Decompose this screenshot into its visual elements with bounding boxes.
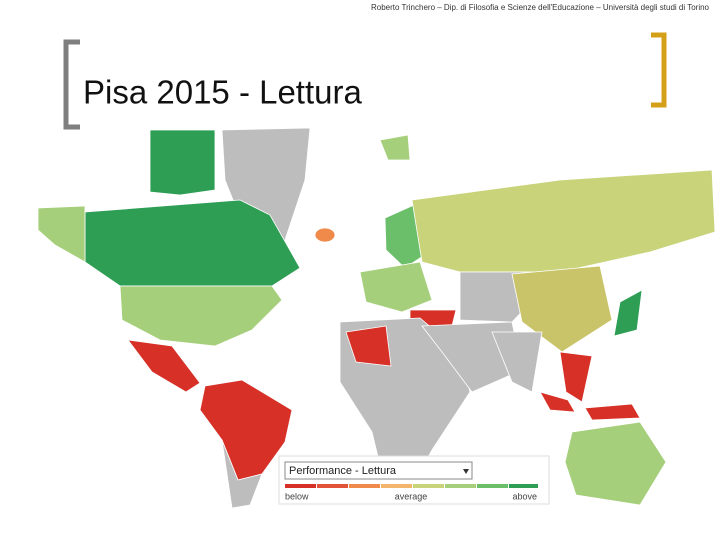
dropdown-label: Performance - Lettura: [289, 465, 397, 477]
world-map: [37, 127, 716, 509]
arctic-canada: [149, 129, 216, 196]
left-bracket: [63, 39, 80, 130]
japan: [613, 289, 643, 337]
argentina-chile: [221, 439, 263, 509]
legend-high: above: [512, 491, 537, 501]
scale-step: [285, 484, 316, 488]
iceland: [314, 227, 336, 243]
scale-step: [317, 484, 348, 488]
svalbard: [379, 134, 411, 161]
scale-step: [509, 484, 538, 488]
australia: [564, 421, 667, 506]
dropdown-arrow: [463, 469, 469, 474]
scale-step: [477, 484, 508, 488]
mexico: [127, 339, 201, 393]
legend-mid: average: [395, 491, 428, 501]
scale-step: [349, 484, 380, 488]
scale-step: [381, 484, 412, 488]
algeria: [345, 325, 392, 367]
right-bracket: [651, 32, 667, 108]
russia: [411, 169, 716, 273]
dropdown[interactable]: [284, 461, 473, 480]
india: [491, 331, 543, 393]
south-america: [199, 379, 293, 481]
usa: [119, 285, 283, 347]
legend-low: below: [285, 491, 309, 501]
legend-panel: Performance - Lettura below average abov…: [278, 455, 550, 505]
indonesia: [539, 391, 641, 421]
scale-step: [413, 484, 444, 488]
header-text: Roberto Trinchero – Dip. di Filosofia e …: [371, 3, 710, 12]
southeast-asia: [559, 351, 593, 403]
color-scale: [285, 484, 538, 488]
alaska: [37, 205, 86, 263]
europe: [359, 261, 433, 313]
slide-title: Pisa 2015 - Lettura: [83, 74, 362, 111]
china: [511, 265, 613, 353]
scale-step: [445, 484, 476, 488]
canada: [84, 199, 301, 287]
